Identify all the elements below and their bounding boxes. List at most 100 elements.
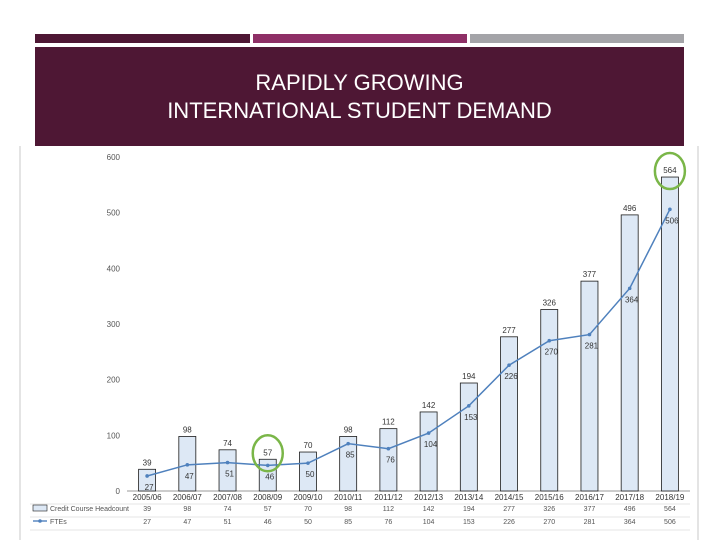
x-tick-label: 2017/18: [615, 493, 644, 502]
bar: [339, 436, 358, 492]
bar: [459, 382, 478, 492]
bar-value-label: 98: [344, 425, 353, 434]
x-tick-label: 2009/10: [294, 493, 323, 502]
table-cell-fte: 46: [264, 519, 272, 526]
bar: [379, 428, 398, 492]
fte-point: [185, 463, 190, 467]
fte-point: [265, 463, 270, 468]
table-cell-headcount: 57: [264, 506, 272, 513]
table-cell-fte: 104: [423, 519, 435, 526]
bar-value-label: 112: [382, 418, 395, 427]
slide-title-line-2: INTERNATIONAL STUDENT DEMAND: [167, 97, 552, 123]
bar-value-label: 142: [422, 401, 436, 410]
table-cell-headcount: 39: [143, 506, 151, 513]
fte-point: [426, 431, 431, 435]
bar: [258, 458, 277, 492]
y-tick-label: 600: [107, 153, 121, 162]
fte-value-label: 270: [545, 348, 559, 357]
bar-value-label: 564: [663, 166, 677, 175]
header-strip-middle: [253, 34, 467, 43]
legend-swatch-point: [38, 519, 42, 523]
legend-swatch-bar: [32, 504, 48, 512]
x-tick-label: 2016/17: [575, 493, 604, 502]
bar: [218, 449, 237, 492]
table-cell-fte: 27: [143, 519, 151, 526]
fte-point: [145, 474, 149, 478]
header-strip-left: [35, 34, 250, 43]
bar-value-label: 377: [583, 270, 597, 279]
table-cell-headcount: 277: [503, 506, 515, 513]
fte-value-label: 47: [185, 472, 194, 481]
table-cell-headcount: 98: [183, 506, 191, 513]
bar-value-label: 39: [143, 458, 152, 467]
fte-point: [668, 207, 672, 212]
x-tick-label: 2014/15: [495, 493, 524, 502]
fte-value-label: 364: [625, 295, 639, 304]
fte-value-label: 51: [225, 470, 234, 479]
table-cell-fte: 76: [384, 519, 392, 526]
fte-value-label: 27: [145, 483, 154, 492]
fte-value-label: 153: [464, 413, 478, 422]
table-cell-fte: 51: [224, 519, 232, 526]
bar: [540, 309, 559, 492]
legend-label-ftes: FTEs: [50, 519, 67, 526]
fte-point: [346, 441, 350, 446]
fte-point: [547, 338, 552, 343]
table-cell-fte: 281: [584, 519, 596, 526]
fte-point: [306, 461, 310, 465]
bar-value-label: 194: [462, 372, 476, 381]
table-cell-headcount: 564: [664, 506, 676, 513]
table-cell-fte: 270: [543, 519, 555, 526]
x-tick-label: 2012/13: [414, 493, 443, 502]
table-cell-headcount: 496: [624, 506, 636, 513]
y-tick-label: 400: [107, 264, 121, 273]
bar-value-label: 57: [263, 448, 272, 457]
table-cell-headcount: 112: [383, 506, 394, 513]
x-tick-label: 2013/14: [454, 493, 483, 502]
x-tick-label: 2008/09: [253, 493, 282, 502]
x-tick-label: 2011/12: [374, 493, 403, 502]
fte-point: [627, 286, 632, 291]
table-cell-fte: 153: [463, 519, 475, 526]
bar-value-label: 98: [183, 425, 192, 434]
table-cell-fte: 506: [664, 519, 676, 526]
table-cell-headcount: 326: [543, 506, 555, 513]
table-cell-headcount: 74: [224, 506, 232, 513]
table-cell-fte: 85: [344, 519, 352, 526]
highlight-circle: [251, 434, 284, 473]
fte-point: [225, 460, 230, 465]
table-cell-fte: 50: [304, 519, 312, 526]
fte-point: [467, 404, 471, 408]
y-tick-label: 200: [107, 376, 121, 385]
fte-point: [587, 332, 592, 337]
fte-value-label: 104: [424, 440, 438, 449]
fte-value-label: 76: [386, 456, 395, 465]
bar: [419, 411, 438, 492]
fte-value-label: 506: [665, 216, 679, 225]
legend-label-headcount: Credit Course Headcount: [50, 506, 129, 513]
table-cell-headcount: 194: [463, 506, 475, 513]
table-cell-headcount: 98: [344, 506, 352, 513]
y-tick-label: 500: [107, 209, 121, 218]
slide-title-banner: RAPIDLY GROWING INTERNATIONAL STUDENT DE…: [35, 47, 684, 146]
fte-point: [386, 446, 391, 451]
y-tick-label: 300: [107, 320, 121, 329]
fte-value-label: 46: [265, 472, 274, 481]
enrollment-chart: 0 100 200 300 400 500 600 39 98 74 57 70 98 112 142 194…: [19, 146, 699, 540]
table-cell-fte: 226: [503, 519, 515, 526]
x-tick-label: 2018/19: [655, 493, 684, 502]
bar: [580, 280, 599, 492]
slide-title-line-1: RAPIDLY GROWING: [255, 69, 464, 95]
bar: [660, 176, 679, 492]
fte-value-label: 50: [306, 470, 315, 479]
header-strip-right: [470, 34, 684, 43]
bar: [620, 214, 639, 492]
fte-value-label: 281: [585, 342, 599, 351]
x-tick-label: 2007/08: [213, 493, 242, 502]
x-tick-label: 2005/06: [133, 493, 162, 502]
bar-value-label: 70: [304, 441, 313, 450]
y-tick-label: 100: [107, 431, 121, 440]
fte-value-label: 226: [504, 372, 518, 381]
bar: [500, 336, 518, 492]
x-tick-label: 2015/16: [535, 493, 564, 502]
